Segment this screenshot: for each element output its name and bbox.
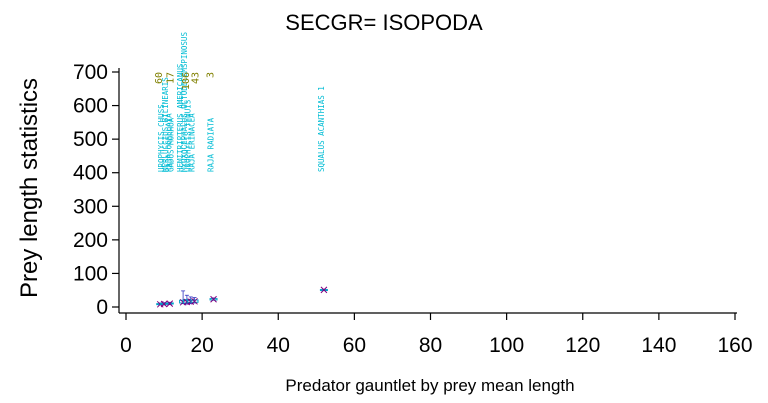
- quartile-box: [190, 299, 199, 303]
- y-tick-label: 100: [73, 262, 108, 285]
- y-tick-label: 400: [73, 162, 108, 185]
- mean-marker: [166, 300, 174, 307]
- x-tick-label: 80: [419, 334, 442, 357]
- x-axis-label: Predator gauntlet by prey mean length: [285, 376, 574, 395]
- species-label: RAJA RADIATA: [207, 117, 216, 172]
- species-label: GADUS MORHUA: [167, 117, 176, 172]
- count-label: 43: [190, 72, 201, 84]
- y-tick-label: 200: [73, 229, 108, 252]
- mean-marker: [160, 300, 168, 308]
- count-label: 60: [154, 72, 165, 84]
- x-tick-label: 60: [343, 334, 366, 357]
- x-tick-label: 20: [190, 334, 213, 357]
- species-label: RAJA ERINACEA: [188, 113, 197, 172]
- mean-marker: [191, 297, 198, 305]
- mean-marker: [320, 286, 328, 294]
- y-axis-label: Prey length statistics: [16, 78, 43, 298]
- x-tick-label: 120: [565, 334, 600, 357]
- count-label: 106: [181, 72, 192, 90]
- count-label: 17: [166, 72, 177, 84]
- chart-title: SECGR= ISOPODA: [285, 10, 483, 35]
- species-label: UROPHYCIS CHUSS: [157, 104, 166, 172]
- mean-marker: [210, 295, 217, 303]
- species-label: RAJA OCELLATA: [165, 113, 174, 172]
- x-tick-label: 100: [489, 334, 524, 357]
- axes: 0 20 40 60 80 100 120 140 160 0 100 200 300 400 500 600…: [73, 61, 753, 357]
- y-tick-label: 0: [96, 296, 108, 319]
- y-tick-label: 500: [73, 128, 108, 151]
- species-label: MYOXOCEPHALUS OCTODECEMSPINOSUS: [180, 32, 189, 172]
- x-tick-label: 40: [267, 334, 290, 357]
- x-tick-label: 160: [717, 334, 752, 357]
- species-label: MERLUCCIUS BILINEARIS: [161, 77, 170, 172]
- species-label: UROPHYCIS TENUIS: [184, 99, 193, 172]
- y-tick-label: 600: [73, 95, 108, 118]
- y-tick-label: 300: [73, 195, 108, 218]
- species-label: SQUALUS ACANTHIAS 1: [317, 86, 326, 172]
- species-label: HEMITRIPTERUS AMERICANUS: [176, 63, 185, 172]
- x-tick-label: 0: [120, 334, 132, 357]
- x-tick-label: 140: [641, 334, 676, 357]
- y-tick-label: 700: [73, 61, 108, 84]
- count-label: 3: [206, 72, 217, 78]
